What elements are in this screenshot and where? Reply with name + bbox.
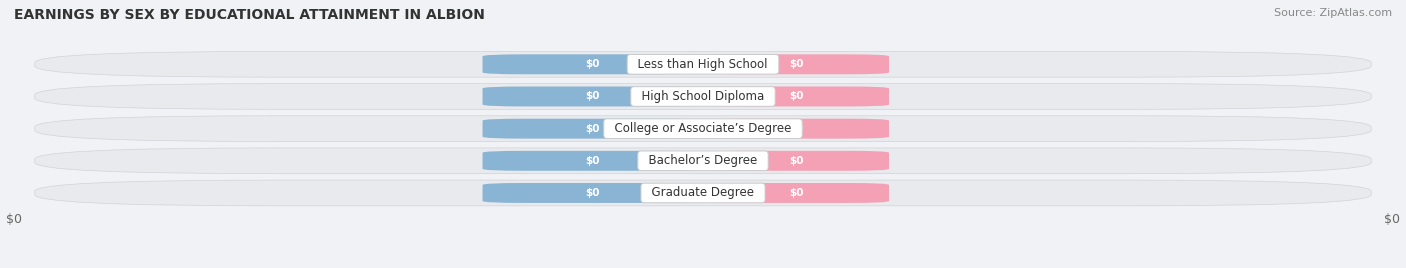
Text: $0: $0 (585, 156, 600, 166)
Text: Graduate Degree: Graduate Degree (644, 187, 762, 199)
FancyBboxPatch shape (35, 148, 1371, 174)
Text: $0: $0 (585, 188, 600, 198)
Text: High School Diploma: High School Diploma (634, 90, 772, 103)
Text: College or Associate’s Degree: College or Associate’s Degree (607, 122, 799, 135)
FancyBboxPatch shape (703, 119, 889, 139)
FancyBboxPatch shape (35, 84, 1371, 109)
Text: EARNINGS BY SEX BY EDUCATIONAL ATTAINMENT IN ALBION: EARNINGS BY SEX BY EDUCATIONAL ATTAINMEN… (14, 8, 485, 22)
FancyBboxPatch shape (703, 151, 889, 171)
FancyBboxPatch shape (35, 51, 1371, 77)
Text: $0: $0 (789, 188, 803, 198)
Legend: Male, Female: Male, Female (640, 263, 766, 268)
Text: Source: ZipAtlas.com: Source: ZipAtlas.com (1274, 8, 1392, 18)
FancyBboxPatch shape (482, 54, 703, 74)
Text: $0: $0 (789, 156, 803, 166)
Text: $0: $0 (585, 91, 600, 102)
FancyBboxPatch shape (35, 180, 1371, 206)
FancyBboxPatch shape (482, 87, 703, 106)
Text: $0: $0 (585, 59, 600, 69)
Text: $0: $0 (585, 124, 600, 134)
FancyBboxPatch shape (703, 54, 889, 74)
FancyBboxPatch shape (482, 151, 703, 171)
Text: Less than High School: Less than High School (630, 58, 776, 71)
FancyBboxPatch shape (703, 183, 889, 203)
Text: Bachelor’s Degree: Bachelor’s Degree (641, 154, 765, 167)
FancyBboxPatch shape (482, 183, 703, 203)
FancyBboxPatch shape (35, 116, 1371, 142)
FancyBboxPatch shape (482, 119, 703, 139)
Text: $0: $0 (789, 59, 803, 69)
Text: $0: $0 (789, 91, 803, 102)
Text: $0: $0 (789, 124, 803, 134)
FancyBboxPatch shape (703, 87, 889, 106)
